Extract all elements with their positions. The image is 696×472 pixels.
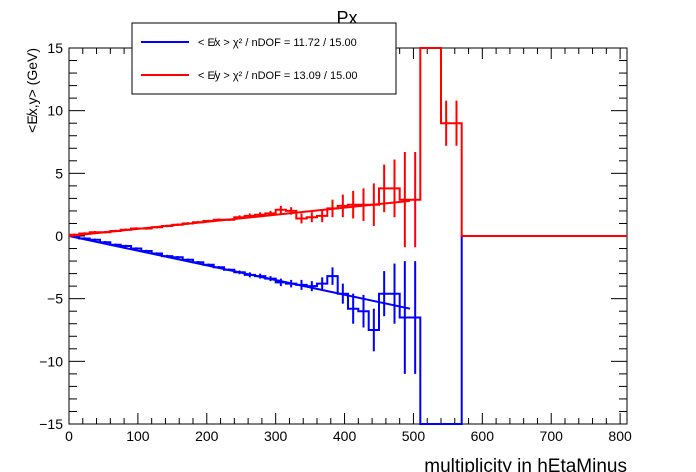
- series-1: [68, 47, 627, 248]
- series-layer: [68, 47, 627, 425]
- series-0-histogram: [69, 235, 627, 425]
- y-tick-label: −10: [39, 353, 63, 369]
- series-0: [68, 234, 627, 425]
- legend-label-ey: < E̸y > χ² / nDOF = 13.09 / 15.00: [198, 70, 358, 82]
- axes: 0 100 200 300 400 500 600 700 800 −15 −10 −5 0 5 10 15: [39, 40, 632, 444]
- series-1-fit-line: [68, 199, 411, 237]
- x-tick-label: 200: [195, 428, 219, 444]
- x-tick-label: 100: [126, 428, 150, 444]
- x-tick-label: 0: [65, 428, 73, 444]
- y-tick-label: 5: [55, 165, 63, 181]
- y-tick-label: −5: [47, 291, 63, 307]
- y-tick-label: −15: [39, 416, 63, 432]
- y-tick-label: 0: [55, 228, 63, 244]
- x-axis-label: multiplicity in hEtaMinus: [424, 456, 627, 472]
- x-tick-label: 500: [402, 428, 426, 444]
- y-tick-label: 10: [47, 103, 63, 119]
- x-tick-label: 800: [608, 428, 632, 444]
- legend: < E̸x > χ² / nDOF = 11.72 / 15.00 < E̸y …: [131, 22, 397, 95]
- x-tick-label: 300: [264, 428, 288, 444]
- x-tick-label: 600: [471, 428, 495, 444]
- legend-label-ex: < E̸x > χ² / nDOF = 11.72 / 15.00: [198, 37, 357, 49]
- x-tick-label: 700: [540, 428, 564, 444]
- y-axis-label: <E̸x,y> (GeV): [24, 48, 40, 133]
- y-tick-label: 15: [47, 40, 63, 56]
- series-0-fit-line: [68, 235, 411, 310]
- x-tick-label: 400: [333, 428, 357, 444]
- legend-box: [131, 22, 397, 95]
